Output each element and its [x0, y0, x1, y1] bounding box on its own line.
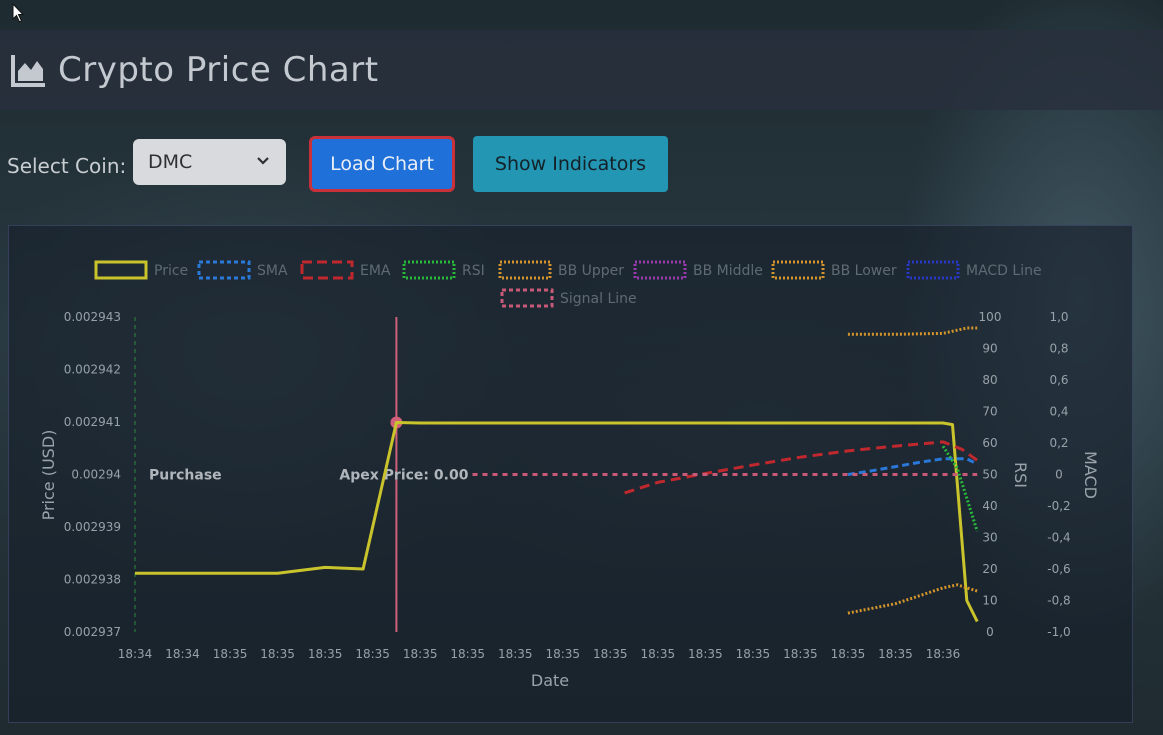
rsi-tick-label: 10 — [982, 594, 997, 608]
x-tick-label: 18:36 — [926, 647, 961, 661]
x-tick-label: 18:35 — [593, 647, 628, 661]
x-tick-label: 18:35 — [498, 647, 533, 661]
chart-annotations: Purchase Apex Price: 0.00 — [134, 317, 469, 632]
series-ema — [624, 440, 979, 495]
macd-tick-label: -1,0 — [1047, 625, 1070, 639]
legend-label: Price — [154, 263, 188, 279]
chart-series — [135, 326, 979, 623]
x-tick-label: 18:35 — [308, 647, 343, 661]
x-tick-label: 18:35 — [260, 647, 295, 661]
macd-tick-label: -0,4 — [1047, 531, 1070, 545]
chart-axes: 0.002943 0.002942 0.002941 0.00294 0.002939 0… — [39, 310, 1100, 690]
series-rsi — [941, 445, 979, 532]
legend-swatch — [633, 260, 687, 280]
rsi-tick-label: 70 — [982, 405, 997, 419]
macd-tick-label: -0,8 — [1047, 594, 1070, 608]
legend-label: BB Lower — [831, 263, 897, 279]
rsi-tick-label: 60 — [982, 436, 997, 450]
page-title: Crypto Price Chart — [58, 50, 379, 90]
y-tick-label: 0.00294 — [71, 468, 121, 482]
rsi-tick-label: 50 — [982, 468, 997, 482]
macd-tick-label: 0,6 — [1049, 373, 1068, 387]
area-chart-icon — [11, 55, 45, 87]
macd-tick-label: -0,6 — [1047, 562, 1070, 576]
series-sma — [847, 457, 978, 476]
page-header: Crypto Price Chart — [0, 30, 1163, 110]
x-tick-label: 18:35 — [688, 647, 723, 661]
x-tick-label: 18:35 — [213, 647, 248, 661]
x-tick-label: 18:35 — [831, 647, 866, 661]
macd-tick-label: 0,2 — [1049, 436, 1068, 450]
legend-label: EMA — [360, 263, 391, 279]
x-tick-label: 18:35 — [641, 647, 676, 661]
x-tick-label: 18:34 — [118, 647, 153, 661]
y-tick-label: 0.002942 — [64, 363, 121, 377]
macd-tick-label: 0,4 — [1049, 405, 1068, 419]
x-tick-label: 18:35 — [355, 647, 390, 661]
rsi-tick-label: 90 — [982, 342, 997, 356]
y-tick-label: 0.002943 — [64, 310, 121, 324]
macd-tick-label: -0,2 — [1047, 499, 1070, 513]
x-tick-label: 18:35 — [450, 647, 485, 661]
coin-select-value: DMC — [148, 151, 193, 173]
load-chart-button[interactable]: Load Chart — [309, 136, 455, 192]
x-tick-label: 18:35 — [545, 647, 580, 661]
legend-label: SMA — [257, 263, 288, 279]
mouse-cursor-icon — [12, 3, 24, 23]
macd-tick-label: 0,8 — [1049, 342, 1068, 356]
x-tick-label: 18:35 — [878, 647, 913, 661]
y-axis-title: Price (USD) — [39, 430, 58, 521]
legend-swatch — [771, 260, 825, 280]
macd-tick-label: 0 — [1055, 468, 1063, 482]
legend-swatch — [300, 260, 354, 280]
series-price — [135, 421, 979, 623]
chart-legend: Price SMA EMA RSI BB Upper BB Middle BB Lower M… — [94, 260, 1042, 308]
coin-select[interactable]: DMC — [133, 139, 286, 185]
legend-swatch — [94, 260, 148, 280]
series-bb-lower — [847, 583, 978, 615]
chart-panel: Price SMA EMA RSI BB Upper BB Middle BB Lower M… — [8, 225, 1133, 723]
macd-tick-label: 1,0 — [1049, 310, 1068, 324]
apex-label: Apex Price: 0.00 — [339, 468, 468, 484]
price-chart: Price SMA EMA RSI BB Upper BB Middle BB Lower M… — [39, 260, 1100, 690]
legend-swatch — [197, 260, 251, 280]
purchase-label: Purchase — [149, 468, 222, 484]
legend-label: RSI — [462, 263, 485, 279]
rsi-tick-label: 100 — [979, 310, 1002, 324]
rsi-tick-label: 80 — [982, 373, 997, 387]
rsi-tick-label: 0 — [986, 625, 994, 639]
y-tick-label: 0.002939 — [64, 520, 121, 534]
y-tick-label: 0.002941 — [64, 415, 121, 429]
macd-axis-title: MACD — [1081, 451, 1100, 499]
legend-label: MACD Line — [966, 263, 1042, 279]
legend-label: Signal Line — [560, 291, 637, 307]
x-tick-label: 18:35 — [403, 647, 438, 661]
rsi-tick-label: 20 — [982, 562, 997, 576]
rsi-tick-label: 40 — [982, 499, 997, 513]
x-tick-label: 18:35 — [783, 647, 818, 661]
y-tick-label: 0.002938 — [64, 573, 121, 587]
series-bb-upper — [847, 326, 978, 336]
legend-label: BB Middle — [693, 263, 763, 279]
legend-label: BB Upper — [558, 263, 624, 279]
coin-select-label: Select Coin: — [7, 154, 127, 178]
x-tick-label: 18:35 — [736, 647, 771, 661]
legend-swatch — [906, 260, 960, 280]
rsi-axis-title: RSI — [1011, 462, 1030, 488]
legend-swatch — [498, 260, 552, 280]
x-tick-label: 18:34 — [165, 647, 200, 661]
chevron-down-icon — [257, 157, 269, 165]
chart-controls: Select Coin: DMC Load Chart Show Indicat… — [0, 136, 1163, 194]
y-tick-label: 0.002937 — [64, 625, 121, 639]
legend-swatch — [500, 288, 554, 308]
legend-swatch — [402, 260, 456, 280]
show-indicators-button[interactable]: Show Indicators — [473, 136, 668, 192]
rsi-tick-label: 30 — [982, 531, 997, 545]
x-axis-title: Date — [531, 671, 569, 690]
